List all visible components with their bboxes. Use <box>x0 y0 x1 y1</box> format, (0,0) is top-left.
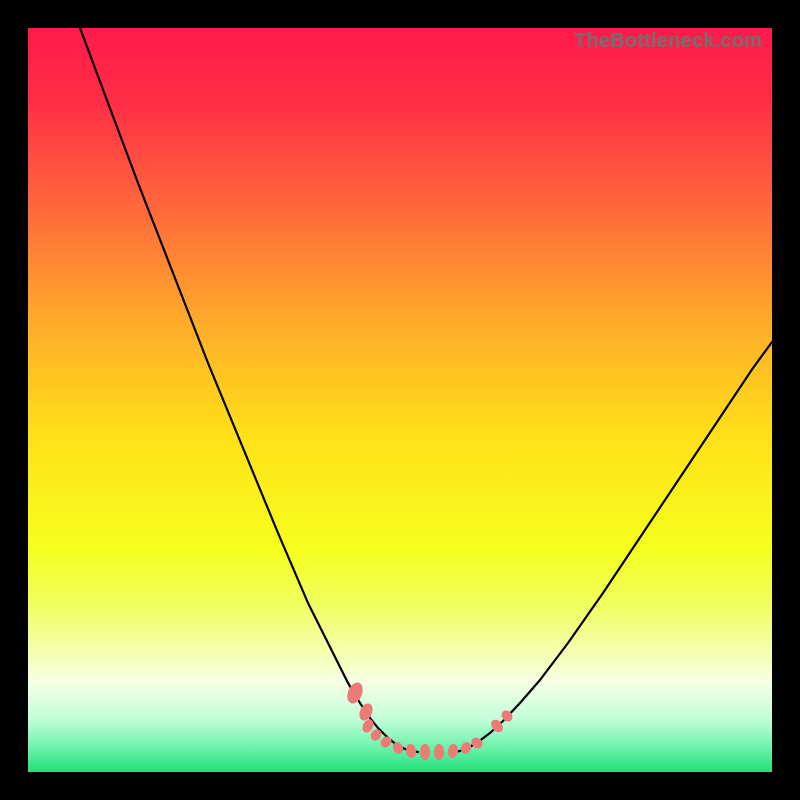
watermark-text: TheBottleneck.com <box>574 30 762 53</box>
marker-7 <box>420 744 430 760</box>
plot-area: TheBottleneck.com <box>28 28 772 772</box>
marker-8 <box>434 744 444 760</box>
chart-frame: TheBottleneck.com <box>0 0 800 800</box>
chart-svg <box>28 28 772 772</box>
gradient-background <box>28 28 772 772</box>
